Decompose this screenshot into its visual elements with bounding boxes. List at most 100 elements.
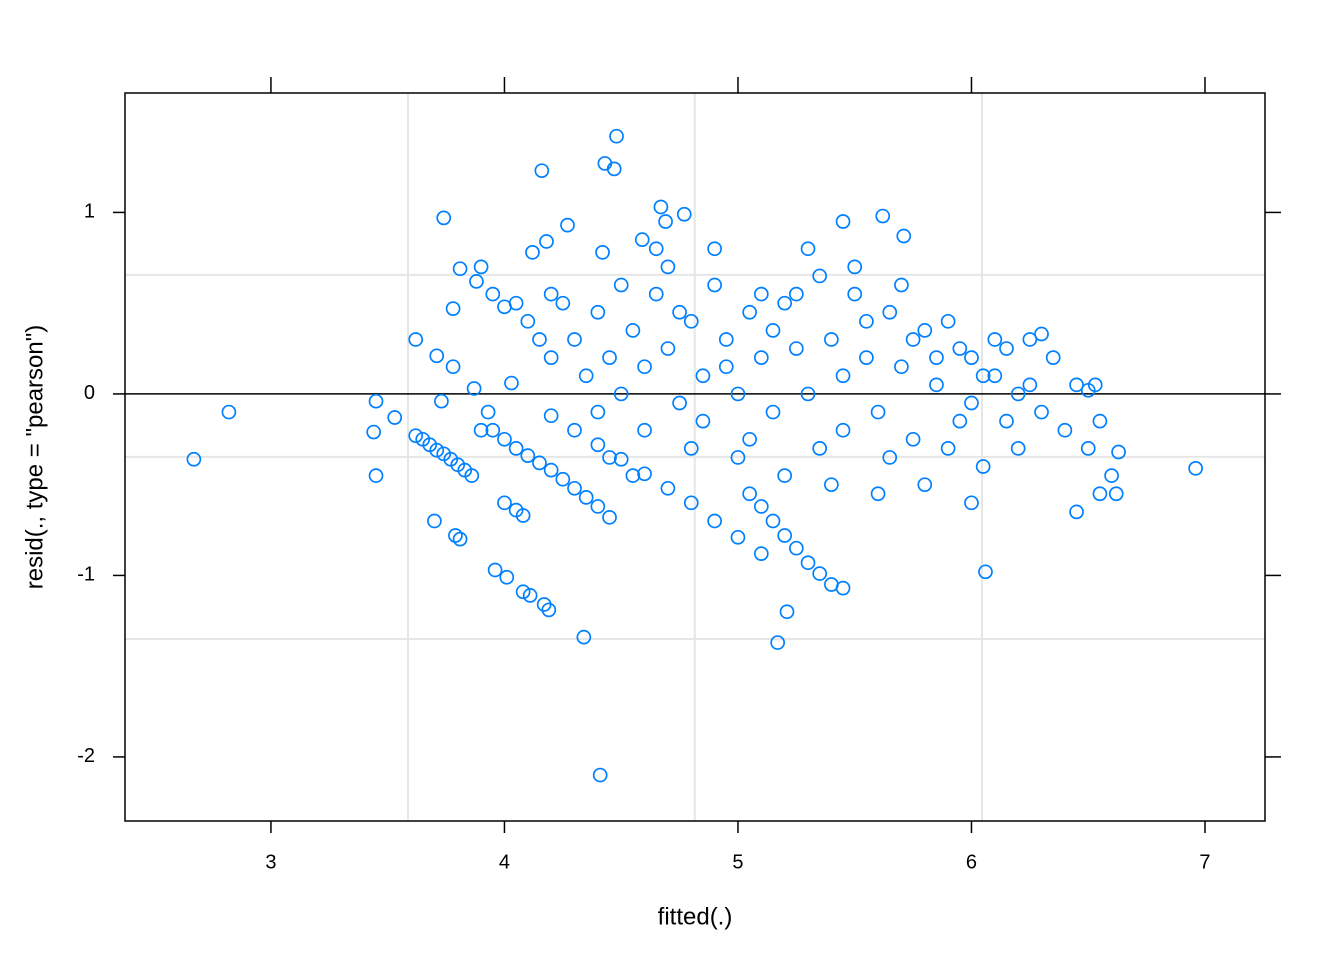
point xyxy=(543,408,559,424)
point xyxy=(870,404,886,420)
point xyxy=(1092,486,1108,502)
point xyxy=(613,277,629,293)
point xyxy=(940,313,956,329)
point xyxy=(1188,460,1203,476)
point xyxy=(469,274,484,289)
point xyxy=(504,375,519,391)
point xyxy=(497,299,512,315)
point xyxy=(660,259,676,275)
point xyxy=(1104,468,1119,483)
point xyxy=(532,332,547,347)
point xyxy=(436,210,452,226)
point xyxy=(485,422,501,438)
point xyxy=(445,301,461,316)
point xyxy=(658,214,673,229)
point xyxy=(609,128,624,144)
point xyxy=(695,413,711,429)
point xyxy=(520,448,536,463)
point xyxy=(555,295,571,311)
point xyxy=(940,441,956,456)
point xyxy=(595,245,610,260)
point xyxy=(637,359,652,375)
point xyxy=(835,214,851,229)
point xyxy=(613,386,629,402)
point xyxy=(788,540,804,556)
point xyxy=(1069,377,1084,393)
point xyxy=(648,286,664,302)
y-tick-label: 0 xyxy=(84,382,95,404)
point xyxy=(480,404,496,420)
point xyxy=(534,163,550,179)
point xyxy=(520,313,536,329)
x-tick-label: 7 xyxy=(1199,851,1210,873)
point xyxy=(964,495,979,511)
point xyxy=(473,422,489,438)
point xyxy=(555,471,571,487)
x-tick-label: 5 xyxy=(732,851,743,873)
x-tick-label: 4 xyxy=(499,851,510,873)
point xyxy=(368,468,384,483)
point xyxy=(777,468,793,483)
point xyxy=(464,468,480,483)
point xyxy=(882,304,898,320)
point xyxy=(387,410,403,425)
point xyxy=(753,350,769,365)
y-tick-label: -1 xyxy=(77,564,95,586)
point xyxy=(1045,350,1061,365)
point xyxy=(1057,422,1073,438)
point xyxy=(800,386,816,402)
point xyxy=(452,531,468,547)
point xyxy=(835,580,851,596)
point xyxy=(567,422,582,438)
point xyxy=(812,566,828,581)
point xyxy=(522,588,538,603)
point xyxy=(452,261,468,277)
point xyxy=(434,393,449,409)
point xyxy=(660,341,676,356)
point xyxy=(590,304,606,320)
point xyxy=(1034,404,1049,420)
point xyxy=(660,480,676,496)
point xyxy=(824,477,839,493)
point xyxy=(987,332,1003,347)
point xyxy=(905,431,921,447)
point xyxy=(905,332,921,347)
point xyxy=(1010,441,1026,456)
point xyxy=(466,381,482,396)
point xyxy=(445,359,461,375)
x-tick-label: 3 xyxy=(265,851,276,873)
point xyxy=(742,431,757,447)
point xyxy=(683,495,699,511)
point xyxy=(1092,413,1108,429)
point xyxy=(770,635,786,650)
point xyxy=(835,422,851,438)
point xyxy=(637,422,652,438)
point xyxy=(917,323,933,338)
point xyxy=(683,441,699,456)
point xyxy=(637,466,652,482)
point xyxy=(497,495,512,511)
point xyxy=(730,529,746,545)
point xyxy=(676,206,692,222)
point xyxy=(894,277,909,293)
point xyxy=(870,486,886,502)
point xyxy=(602,450,617,465)
point xyxy=(718,359,734,375)
point xyxy=(800,241,816,257)
point xyxy=(707,513,722,529)
point xyxy=(499,569,515,585)
point xyxy=(824,332,839,347)
point xyxy=(753,286,769,302)
point xyxy=(602,509,617,525)
point xyxy=(765,323,781,338)
point xyxy=(1108,486,1124,502)
point xyxy=(707,277,722,293)
point xyxy=(602,350,617,365)
point xyxy=(625,323,641,338)
point xyxy=(590,437,606,453)
point xyxy=(978,564,993,580)
point xyxy=(964,395,979,411)
point xyxy=(765,404,781,420)
point xyxy=(578,490,594,505)
point xyxy=(847,259,863,275)
